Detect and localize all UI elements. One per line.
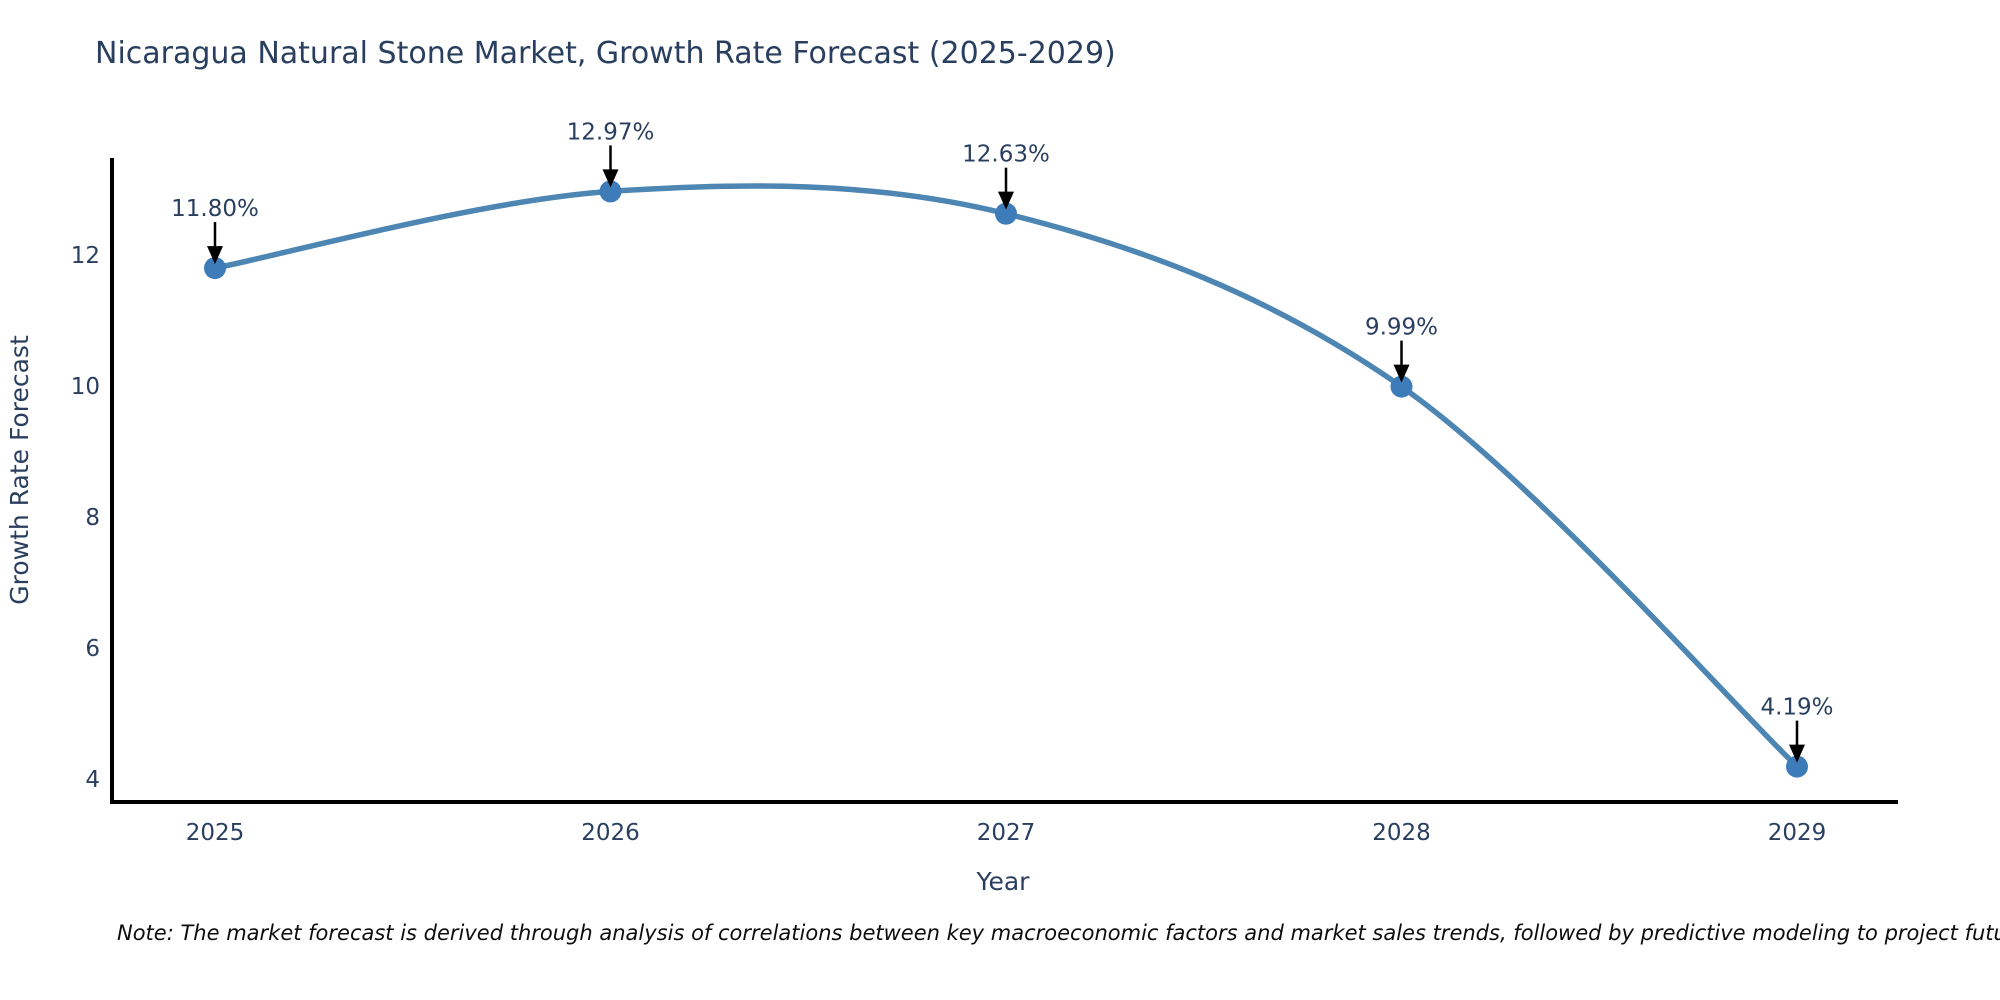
annotation-arrowhead-icon [1789, 744, 1805, 763]
footnote: Note: The market forecast is derived thr… [117, 921, 2000, 945]
x-tick-label: 2027 [977, 820, 1036, 846]
data-point-label: 11.80% [171, 196, 259, 222]
data-point-label: 9.99% [1365, 315, 1438, 341]
data-point-label: 12.63% [962, 142, 1050, 168]
y-tick-label: 6 [85, 636, 100, 662]
y-tick-label: 8 [85, 505, 100, 531]
x-tick-label: 2025 [186, 820, 245, 846]
x-tick-label: 2029 [1768, 820, 1827, 846]
chart-title: Nicaragua Natural Stone Market, Growth R… [95, 36, 1116, 71]
y-tick-label: 10 [71, 374, 100, 400]
annotation-arrowhead-icon [207, 246, 223, 265]
data-point-marker[interactable] [599, 180, 622, 203]
data-point-label: 12.97% [567, 119, 655, 145]
x-tick-label: 2026 [581, 820, 640, 846]
y-tick-label: 4 [85, 767, 100, 793]
data-point-marker[interactable] [1786, 755, 1808, 778]
annotation-arrowhead-icon [1393, 364, 1410, 383]
x-axis-title: Year [976, 867, 1031, 896]
annotation-arrowhead-icon [998, 191, 1014, 210]
x-tick-label: 2028 [1372, 820, 1431, 846]
data-point-marker[interactable] [995, 202, 1017, 225]
forecast-line [212, 183, 1800, 770]
y-axis-title: Growth Rate Forecast [5, 335, 34, 605]
data-point-marker[interactable] [1390, 375, 1413, 398]
data-point-marker[interactable] [204, 257, 226, 280]
annotation-arrowhead-icon [602, 169, 619, 188]
y-tick-label: 12 [71, 243, 100, 269]
data-point-label: 4.19% [1760, 695, 1833, 721]
